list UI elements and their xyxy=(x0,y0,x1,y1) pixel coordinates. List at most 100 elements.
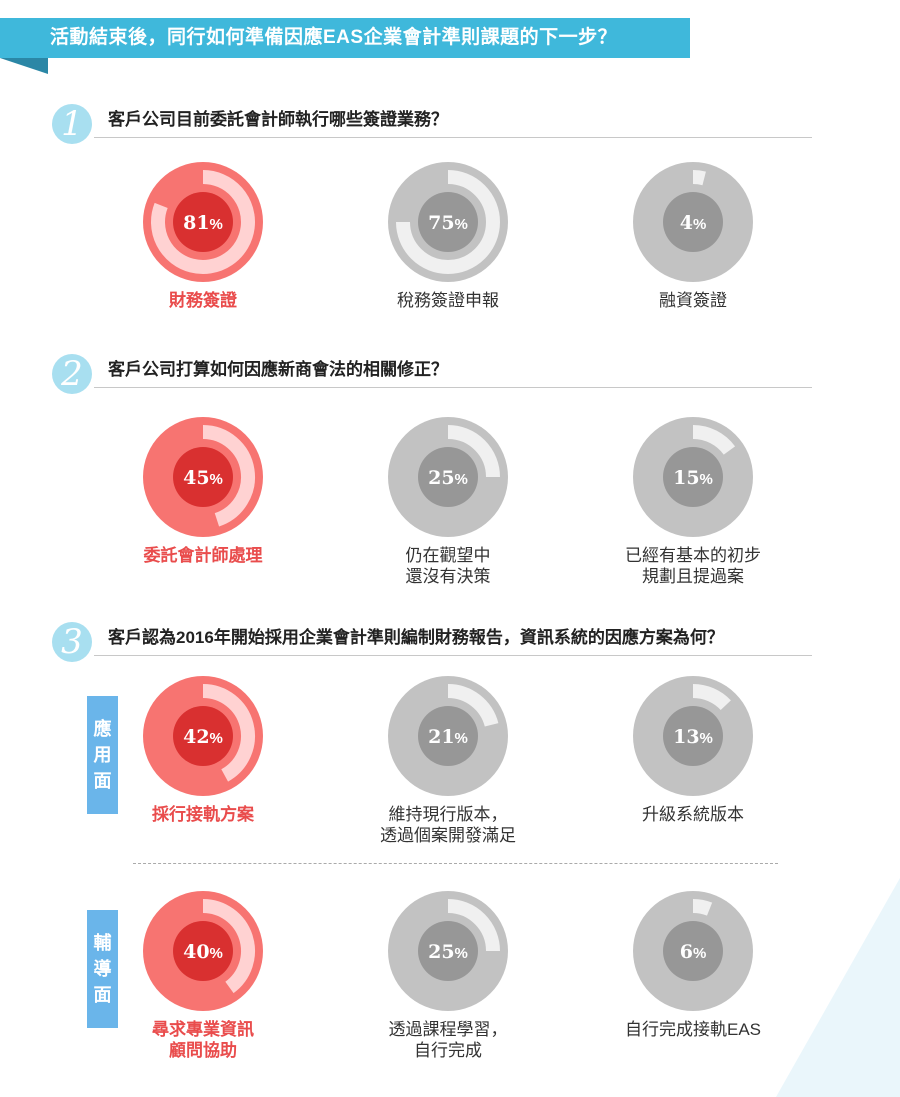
caption-line: 透過課程學習， xyxy=(388,1020,508,1039)
donut-center xyxy=(418,447,478,507)
donut-caption: 仍在觀望中還沒有決策 xyxy=(338,545,558,587)
caption-line: 自行完成 xyxy=(414,1041,482,1060)
caption-line: 財務簽證 xyxy=(169,291,237,310)
donut-chart: 40% xyxy=(143,891,263,1011)
donut-chart: 15% xyxy=(633,417,753,537)
donut-center xyxy=(173,706,233,766)
side-tab-char: 面 xyxy=(93,771,112,791)
donut-center xyxy=(418,921,478,981)
caption-line: 升級系統版本 xyxy=(642,805,744,824)
chart-row-3-application: 42% 採行接軌方案 21% 維持現行版本， 透過個案開發滿足 13% 升級系統版本 xyxy=(0,674,900,846)
donut-value-arc xyxy=(447,899,500,952)
section-question: 客戶認為2016年開始採用企業會計準則編制財務報告，資訊系統的因應方案為何？ xyxy=(108,628,724,647)
caption-line: 透過個案開發滿足 xyxy=(380,826,516,845)
caption-line: 委託會計師處理 xyxy=(143,546,263,565)
donut-caption: 融資簽證 xyxy=(583,290,803,311)
donut-chart: 42% xyxy=(143,676,263,796)
banner-fold xyxy=(0,58,48,74)
chart-row-1: 81% 財務簽證 75% 稅務簽證申報 4% 融資簽證 xyxy=(0,160,900,330)
side-tab-assistance: 輔 導 面 xyxy=(87,910,118,1028)
donut-chart: 13% xyxy=(633,676,753,796)
donut-caption: 稅務簽證申報 xyxy=(338,290,558,311)
donut-chart: 45% xyxy=(143,417,263,537)
section-question: 客戶公司目前委託會計師執行哪些簽證業務？ xyxy=(108,110,448,129)
section-number-badge: 3 xyxy=(52,622,92,662)
caption-line: 仍在觀望中 xyxy=(405,546,491,565)
donut-chart: 75% xyxy=(388,162,508,282)
dashed-divider xyxy=(133,863,778,864)
donut-value-label: 13% xyxy=(673,726,713,748)
header-banner: 活動結束後，同行如何準備因應EAS企業會計準則課題的下一步？ xyxy=(0,18,690,74)
chart-row-2: 45% 委託會計師處理 25% 仍在觀望中還沒有決策 15% 已經有基本的初步 規劃且提過案 xyxy=(0,415,900,587)
donut-caption: 維持現行版本， 透過個案開發滿足 xyxy=(338,804,558,846)
donut-value-label: 42% xyxy=(183,726,223,748)
donut-caption: 透過課程學習， 自行完成 xyxy=(338,1019,558,1061)
donut-value-arc xyxy=(396,170,500,274)
donut-center xyxy=(663,447,723,507)
donut-caption: 財務簽證 xyxy=(93,290,313,311)
section-rule xyxy=(94,137,812,138)
caption-line: 顧問協助 xyxy=(169,1041,237,1060)
donut-value-arc xyxy=(692,169,706,186)
donut-value-arc xyxy=(202,684,255,782)
donut-chart: 6% xyxy=(633,891,753,1011)
section-number-badge: 1 xyxy=(52,104,92,144)
donut-center xyxy=(418,192,478,252)
donut-center xyxy=(173,921,233,981)
donut-value-label: 75% xyxy=(428,212,468,234)
donut-chart: 25% xyxy=(388,417,508,537)
donut-value-arc xyxy=(202,425,255,527)
donut-center xyxy=(663,706,723,766)
donut-value-arc xyxy=(447,684,499,727)
caption-line: 尋求專業資訊 xyxy=(152,1020,254,1039)
donut-value-label: 4% xyxy=(680,212,707,234)
section-2-header: 2 客戶公司打算如何因應新商會法的相關修正？ xyxy=(52,354,812,394)
caption-line: 採行接軌方案 xyxy=(152,805,254,824)
side-tab-char: 用 xyxy=(93,745,112,765)
donut-value-label: 15% xyxy=(673,467,713,489)
caption-line: 還沒有決策 xyxy=(405,567,491,586)
side-tab-char: 面 xyxy=(93,985,112,1005)
donut-value-label: 25% xyxy=(428,941,468,963)
donut-value-arc xyxy=(692,684,731,711)
chart-row-3-assistance: 40% 尋求專業資訊 顧問協助 25% 透過課程學習， 自行完成 6% 自行完成接軌EAS xyxy=(0,889,900,1061)
side-tab-char: 導 xyxy=(93,959,112,979)
donut-value-label: 6% xyxy=(680,941,707,963)
donut-center xyxy=(663,921,723,981)
donut-chart: 81% xyxy=(143,162,263,282)
section-3-header: 3 客戶認為2016年開始採用企業會計準則編制財務報告，資訊系統的因應方案為何？ xyxy=(52,622,812,662)
banner-band xyxy=(0,18,690,58)
donut-center xyxy=(173,192,233,252)
donut-value-label: 81% xyxy=(183,212,223,234)
donut-value-label: 21% xyxy=(428,726,468,748)
section-number-badge: 2 xyxy=(52,354,92,394)
donut-value-label: 40% xyxy=(183,941,223,963)
donut-center xyxy=(418,706,478,766)
caption-line: 稅務簽證申報 xyxy=(397,291,499,310)
donut-chart: 25% xyxy=(388,891,508,1011)
caption-line: 已經有基本的初步 xyxy=(625,546,761,565)
caption-line: 融資簽證 xyxy=(659,291,727,310)
section-rule xyxy=(94,387,812,388)
donut-caption: 已經有基本的初步 規劃且提過案 xyxy=(583,545,803,587)
donut-chart: 21% xyxy=(388,676,508,796)
donut-value-arc xyxy=(692,425,736,455)
donut-value-arc xyxy=(447,425,500,478)
section-rule xyxy=(94,655,812,656)
donut-center xyxy=(663,192,723,252)
banner-title: 活動結束後，同行如何準備因應EAS企業會計準則課題的下一步？ xyxy=(50,27,618,48)
donut-value-label: 45% xyxy=(183,467,223,489)
side-tab-application: 應 用 面 xyxy=(87,696,118,814)
donut-caption: 升級系統版本 xyxy=(583,804,803,825)
donut-caption: 委託會計師處理 xyxy=(93,545,313,566)
donut-caption: 採行接軌方案 xyxy=(93,804,313,825)
caption-line: 自行完成接軌EAS xyxy=(624,1020,762,1039)
donut-value-arc xyxy=(151,170,255,274)
side-tab-char: 輔 xyxy=(93,933,112,953)
caption-line: 規劃且提過案 xyxy=(642,567,744,586)
donut-value-arc xyxy=(692,899,713,916)
section-1-header: 1 客戶公司目前委託會計師執行哪些簽證業務？ xyxy=(52,104,812,144)
section-question: 客戶公司打算如何因應新商會法的相關修正？ xyxy=(108,360,448,379)
donut-value-arc xyxy=(202,899,255,994)
